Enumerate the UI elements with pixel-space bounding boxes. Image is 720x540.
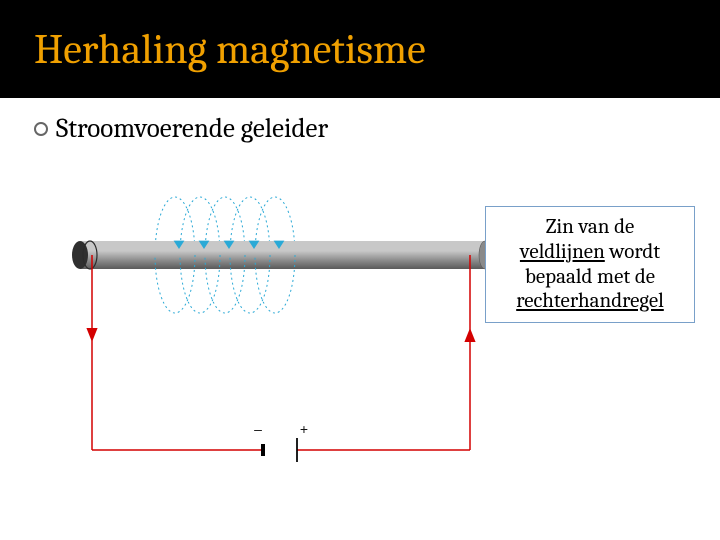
bullet-icon bbox=[34, 122, 48, 136]
slide-title: Herhaling magnetisme bbox=[34, 25, 426, 74]
info-line2-rest: wordt bbox=[605, 240, 660, 264]
info-word-veldlijnen: veldlijnen bbox=[520, 240, 605, 264]
bullet-row: Stroomvoerende geleider bbox=[34, 113, 328, 144]
info-box: Zin van de veldlijnen wordt bepaald met … bbox=[485, 206, 695, 323]
bullet-text: Stroomvoerende geleider bbox=[56, 113, 328, 144]
svg-text:–: – bbox=[254, 421, 262, 437]
info-box-text: Zin van de veldlijnen wordt bepaald met … bbox=[496, 215, 684, 314]
svg-text:+: + bbox=[300, 421, 308, 437]
title-band: Herhaling magnetisme bbox=[0, 0, 720, 98]
info-word-rechterhandregel: rechterhandregel bbox=[516, 289, 664, 313]
info-line1: Zin van de bbox=[546, 215, 635, 239]
info-line3: bepaald met de bbox=[525, 265, 655, 289]
